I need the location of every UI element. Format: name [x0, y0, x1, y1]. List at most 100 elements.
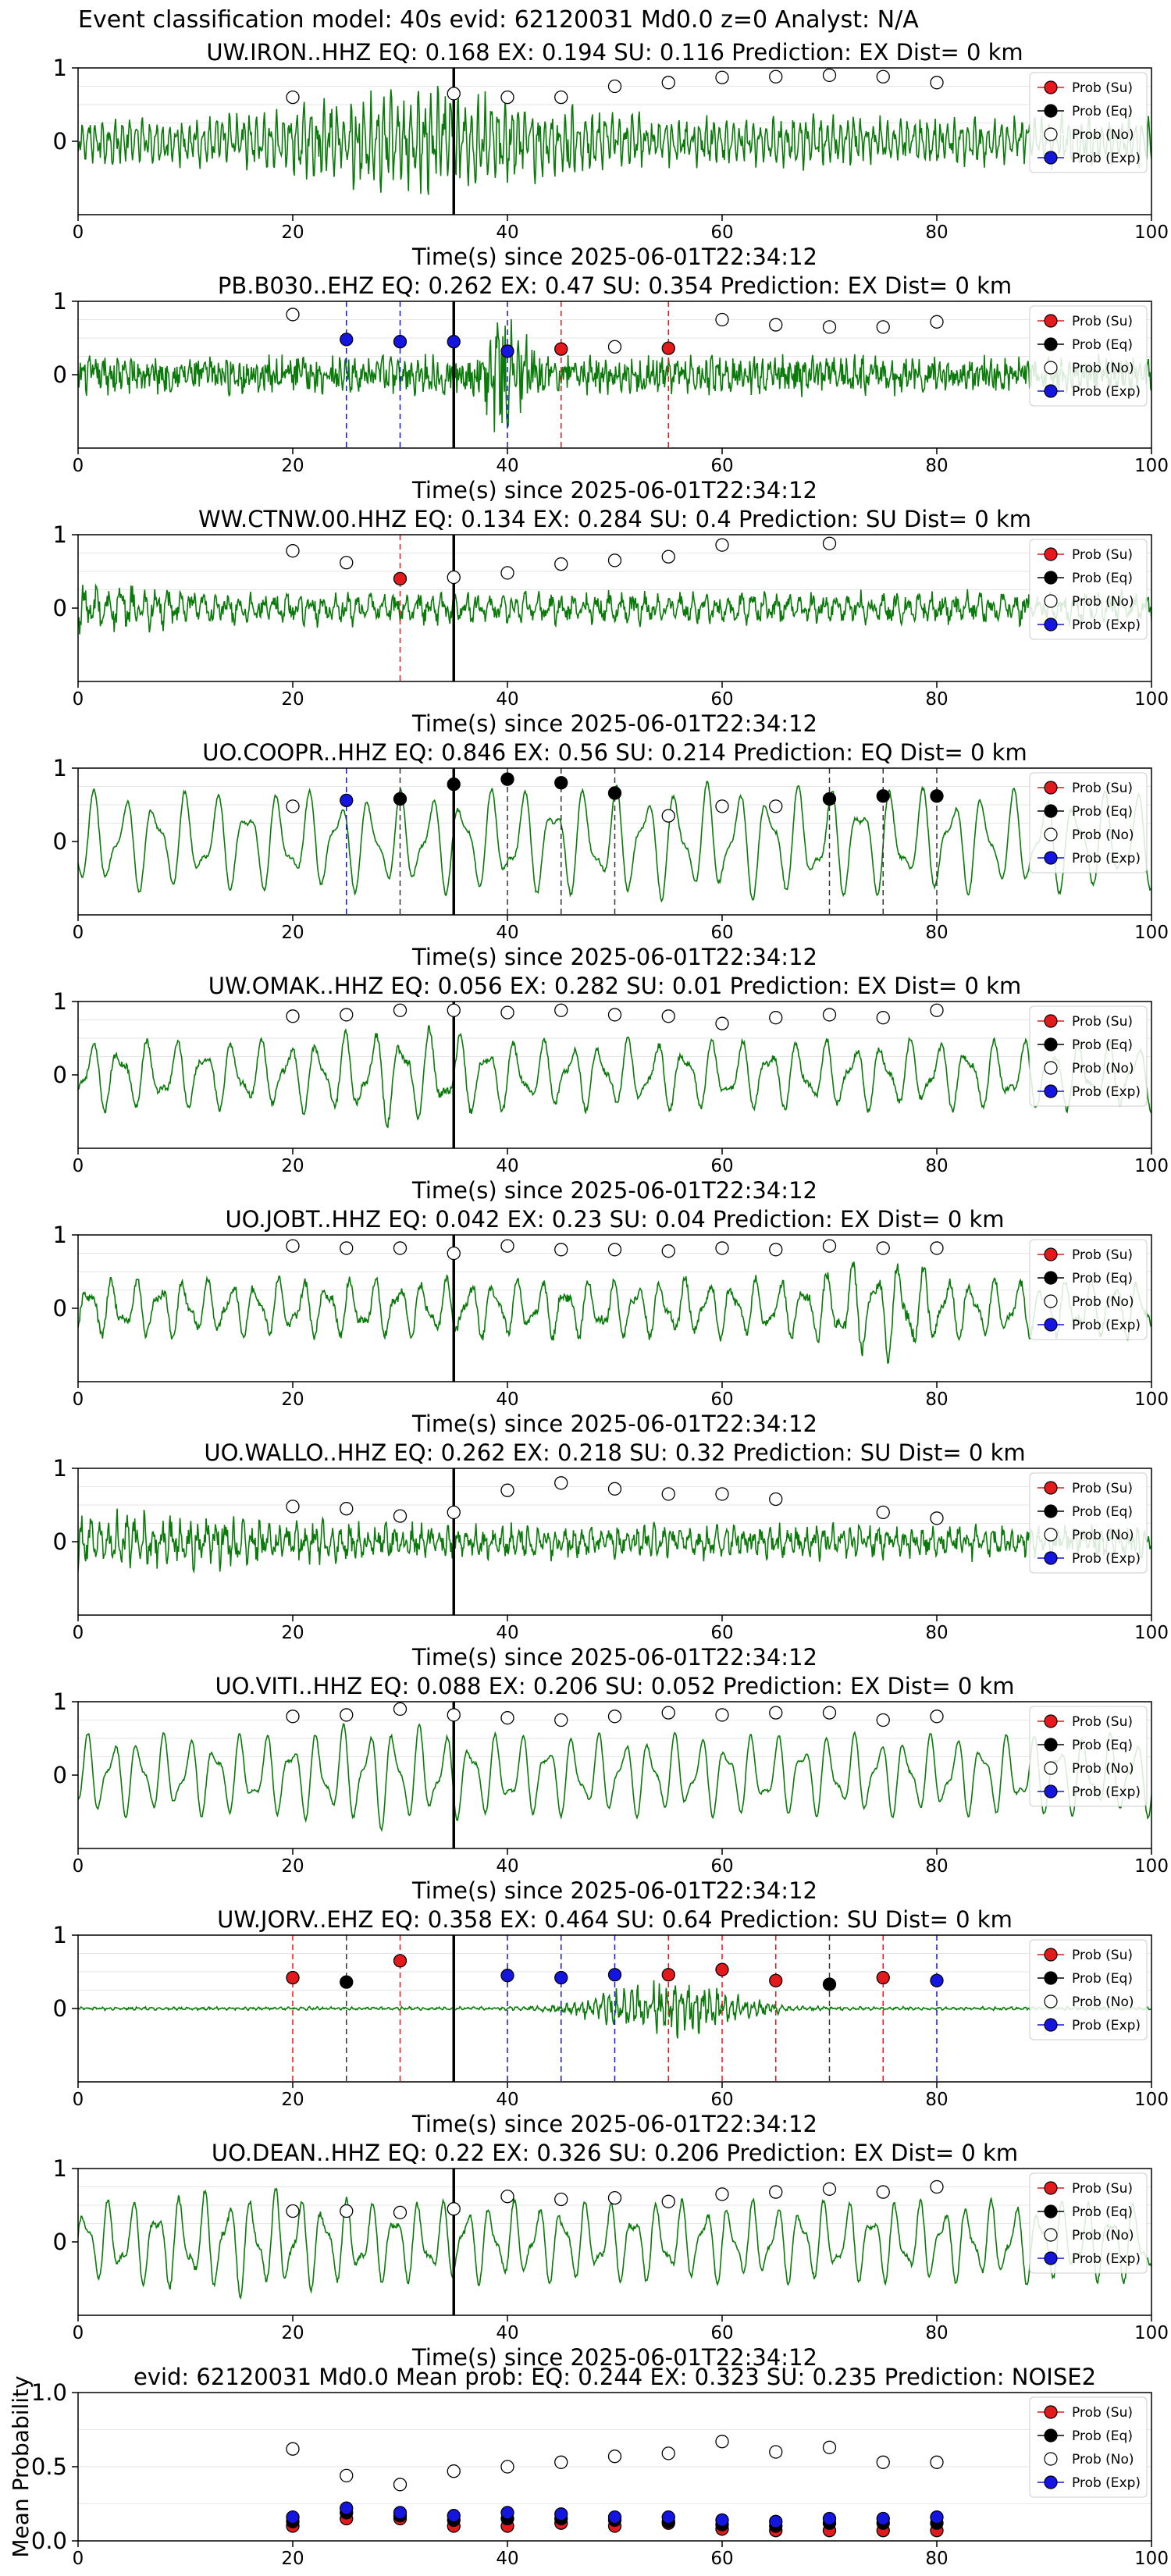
- plot-area: [78, 2187, 1151, 2300]
- prob-point-exp: [393, 335, 408, 349]
- legend-box: [1029, 2396, 1148, 2498]
- y-tick-label: 0: [53, 828, 67, 855]
- x-tick-label: 40: [496, 1389, 518, 1410]
- prob-point-no: [822, 68, 837, 83]
- prob-point-eq: [340, 1975, 354, 1989]
- legend-marker-no: [1044, 2452, 1058, 2466]
- legend-label: Prob (Exp): [1072, 151, 1141, 166]
- prob-point-no: [715, 2187, 729, 2201]
- prob-point-eq: [822, 792, 837, 806]
- prob-point-su: [286, 1970, 300, 1985]
- prob-point-no: [447, 1246, 461, 1261]
- x-tick-label: 0: [73, 2090, 84, 2110]
- x-axis-label: Time(s) since 2025-06-01T22:34:12: [411, 1644, 817, 1670]
- legend-label: Prob (Eq): [1072, 1738, 1133, 1753]
- prob-point-no: [876, 1713, 890, 1727]
- waveform-trace: [78, 1723, 1151, 1833]
- mean-prob-point-no: [715, 2435, 729, 2449]
- prob-point-no: [715, 538, 729, 552]
- legend-label: Prob (No): [1072, 1761, 1134, 1777]
- prob-point-su: [393, 571, 408, 586]
- x-tick-label: 60: [710, 2549, 733, 2569]
- x-tick-label: 100: [1134, 2549, 1169, 2569]
- prob-point-no: [554, 1476, 568, 1490]
- x-axis-label: Time(s) since 2025-06-01T22:34:12: [411, 1411, 817, 1437]
- y-tick-label: 0: [53, 1295, 67, 1322]
- prob-point-no: [930, 1003, 944, 1017]
- mean-prob-point-no: [661, 2446, 675, 2460]
- legend-marker-su: [1044, 80, 1058, 94]
- subplot-10: UO.DEAN..HHZ EQ: 0.22 EX: 0.326 SU: 0.20…: [53, 2140, 1169, 2371]
- mean-prob-point-no: [930, 2455, 944, 2469]
- prob-point-no: [607, 1482, 622, 1496]
- x-tick-label: 100: [1134, 1623, 1169, 1643]
- mean-prob-point-exp: [447, 2509, 461, 2523]
- x-tick-label: 60: [710, 222, 733, 243]
- x-tick-label: 0: [73, 2549, 84, 2569]
- prob-point-no: [340, 1502, 354, 1516]
- y-tick-label: 1: [53, 755, 67, 781]
- prob-point-su: [393, 1954, 408, 1968]
- mean-prob-point-no: [340, 2468, 354, 2483]
- x-axis-label: Time(s) since 2025-06-01T22:34:12: [411, 1877, 817, 1904]
- prob-point-no: [769, 69, 783, 84]
- prob-point-no: [769, 1492, 783, 1507]
- prob-point-no: [769, 1243, 783, 1257]
- legend-marker-su: [1044, 314, 1058, 328]
- legend-marker-no: [1044, 1528, 1058, 1542]
- prob-point-su: [715, 1962, 729, 1976]
- prob-point-no: [930, 1241, 944, 1255]
- y-tick-label: 1: [53, 1222, 67, 1248]
- legend-marker-su: [1044, 2181, 1058, 2195]
- x-tick-label: 80: [925, 923, 948, 943]
- plot-area: [78, 535, 1151, 681]
- subplot-4: UO.COOPR..HHZ EQ: 0.846 EX: 0.56 SU: 0.2…: [53, 739, 1169, 970]
- legend-label: Prob (Exp): [1072, 1318, 1141, 1333]
- legend-label: Prob (No): [1072, 127, 1134, 143]
- prob-point-no: [661, 2194, 675, 2208]
- mean-prob-point-exp: [661, 2510, 675, 2524]
- x-tick-label: 40: [496, 1623, 518, 1643]
- legend-box: [1029, 1239, 1148, 1340]
- prob-point-no: [340, 1008, 354, 1022]
- prob-point-no: [500, 1005, 514, 1019]
- prob-point-no: [876, 1505, 890, 1520]
- prob-point-no: [554, 1243, 568, 1257]
- prob-point-eq: [607, 786, 622, 800]
- prob-point-no: [340, 2204, 354, 2218]
- x-tick-label: 60: [710, 1389, 733, 1410]
- x-tick-label: 40: [496, 2549, 518, 2569]
- prob-point-no: [393, 2205, 408, 2220]
- y-tick-label: 1: [53, 1922, 67, 1948]
- y-tick-label: 0: [53, 128, 67, 155]
- legend-marker-su: [1044, 2405, 1058, 2419]
- y-tick-label: 0: [53, 361, 67, 388]
- plot-area: [78, 301, 1151, 448]
- legend-label: Prob (Eq): [1072, 1971, 1133, 1987]
- x-tick-label: 80: [925, 456, 948, 476]
- mean-prob-point-no: [500, 2460, 514, 2474]
- prob-point-no: [822, 1239, 837, 1253]
- x-tick-label: 20: [281, 1156, 304, 1176]
- x-tick-label: 20: [281, 2549, 304, 2569]
- x-tick-label: 0: [73, 222, 84, 243]
- legend-label: Prob (Exp): [1072, 617, 1141, 633]
- y-tick-label: 0: [53, 2229, 67, 2255]
- legend-label: Prob (No): [1072, 2228, 1134, 2243]
- prob-point-no: [286, 1710, 300, 1724]
- legend: Prob (Su) Prob (Eq) Prob (No) Prob (Exp): [1029, 305, 1148, 407]
- x-tick-label: 60: [710, 923, 733, 943]
- y-tick-label: 0: [53, 1995, 67, 2022]
- x-tick-label: 40: [496, 456, 518, 476]
- x-tick-label: 100: [1134, 1856, 1169, 1877]
- subplot-title: UW.OMAK..HHZ EQ: 0.056 EX: 0.282 SU: 0.0…: [208, 973, 1021, 999]
- legend-box: [1029, 539, 1148, 640]
- prob-point-no: [876, 2185, 890, 2199]
- prob-point-no: [393, 1003, 408, 1017]
- x-tick-label: 0: [73, 1856, 84, 1877]
- x-tick-label: 80: [925, 1389, 948, 1410]
- x-tick-label: 60: [710, 1856, 733, 1877]
- prob-point-no: [822, 1706, 837, 1720]
- prob-point-no: [661, 76, 675, 90]
- x-tick-label: 0: [73, 689, 84, 710]
